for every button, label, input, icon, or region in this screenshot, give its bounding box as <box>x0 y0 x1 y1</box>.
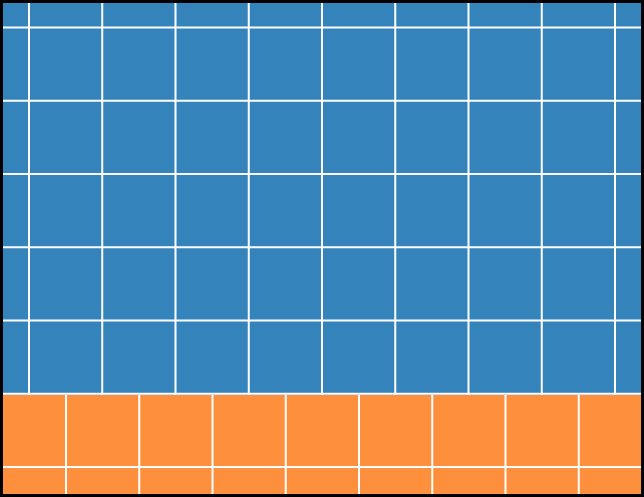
orange-grid <box>3 395 641 494</box>
blue-grid <box>3 3 641 395</box>
orange-region <box>3 395 641 494</box>
